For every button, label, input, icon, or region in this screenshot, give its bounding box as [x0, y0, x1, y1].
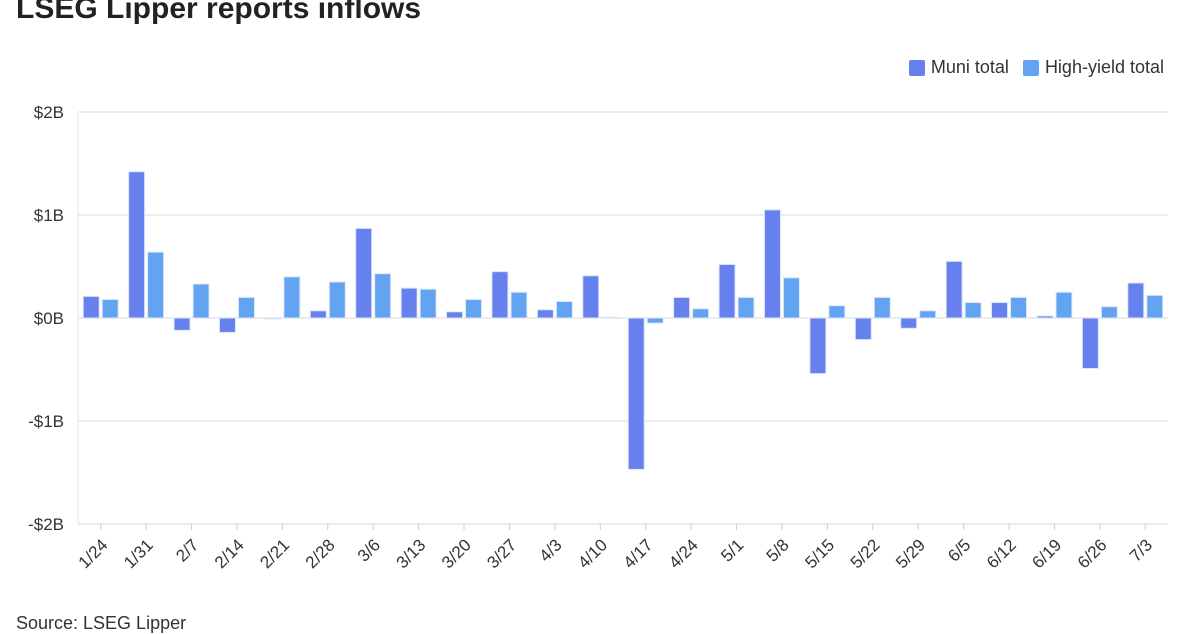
x-tick-label: 7/3 — [1126, 535, 1156, 565]
bar-high-yield — [465, 298, 483, 319]
y-tick-label: -$2B — [28, 515, 64, 534]
bar-high-yield — [283, 276, 301, 319]
bar-high-yield — [1100, 306, 1118, 319]
bar-muni — [536, 309, 554, 319]
bar-muni — [400, 287, 418, 319]
bar-muni — [673, 296, 691, 319]
bar-high-yield — [1055, 291, 1073, 319]
source-note: Source: LSEG Lipper — [16, 613, 187, 633]
bar-muni — [718, 263, 736, 319]
bar-muni — [82, 295, 100, 319]
x-tick-label: 3/13 — [393, 535, 430, 572]
bar-muni — [264, 317, 282, 320]
chart-title: LSEG Lipper reports inflows — [16, 0, 422, 25]
bar-high-yield — [828, 305, 846, 319]
y-tick-label: $2B — [34, 103, 64, 122]
bar-high-yield — [374, 273, 392, 319]
x-tick-label: 6/12 — [983, 535, 1020, 572]
x-tick-label: 4/3 — [536, 535, 566, 565]
bar-muni — [582, 275, 600, 319]
bar-high-yield — [737, 296, 755, 319]
x-tick-label: 4/17 — [620, 535, 657, 572]
x-tick-label: 5/15 — [801, 535, 838, 572]
x-tick-label: 5/1 — [717, 535, 747, 565]
bar-high-yield — [510, 291, 528, 319]
legend-swatch-high-yield — [1022, 59, 1039, 76]
bar-muni — [991, 302, 1009, 319]
bar-high-yield — [964, 302, 982, 319]
bar-high-yield — [919, 310, 937, 319]
bar-muni — [218, 317, 236, 333]
bar-high-yield — [419, 288, 437, 319]
legend-label-muni: Muni total — [930, 57, 1009, 77]
bar-high-yield — [1010, 296, 1028, 319]
legend-swatch-muni — [908, 59, 925, 76]
bar-muni — [173, 317, 191, 331]
bar-high-yield — [873, 296, 891, 319]
bar-muni — [854, 317, 872, 341]
x-tick-label: 6/5 — [944, 535, 974, 565]
x-tick-label: 5/29 — [892, 535, 929, 572]
x-tick-label: 3/20 — [438, 535, 475, 572]
legend-label-high-yield: High-yield total — [1044, 57, 1164, 77]
bar-muni — [627, 317, 645, 470]
x-tick-label: 5/8 — [763, 535, 793, 565]
bar-high-yield — [328, 281, 346, 319]
bar-high-yield — [237, 296, 255, 319]
x-tick-label: 2/7 — [172, 535, 202, 565]
bar-muni — [128, 171, 146, 319]
x-tick-label: 6/19 — [1028, 535, 1065, 572]
bar-high-yield — [646, 317, 664, 324]
bar-muni — [900, 317, 918, 329]
bar-muni — [491, 271, 509, 319]
x-tick-label: 3/6 — [354, 535, 384, 565]
bar-muni — [1036, 315, 1054, 319]
x-tick-label: 2/14 — [211, 535, 248, 572]
bar-high-yield — [692, 308, 710, 319]
bar-muni — [309, 310, 327, 319]
bar-high-yield — [555, 301, 573, 319]
bar-high-yield — [101, 298, 119, 319]
y-tick-label: $1B — [34, 206, 64, 225]
bar-high-yield — [147, 251, 165, 319]
x-tick-label: 5/22 — [847, 535, 884, 572]
legend-item-high-yield[interactable]: High-yield total — [1022, 57, 1164, 78]
bar-high-yield — [192, 283, 210, 319]
bar-high-yield — [1146, 294, 1164, 319]
bar-muni — [1127, 282, 1145, 319]
bar-muni — [809, 317, 827, 375]
y-tick-label: $0B — [34, 309, 64, 328]
x-tick-label: 4/24 — [665, 535, 702, 572]
bar-muni — [763, 209, 781, 319]
x-tick-label: 4/10 — [574, 535, 611, 572]
bar-high-yield — [601, 316, 619, 319]
x-tick-label: 1/24 — [75, 535, 112, 572]
bar-muni — [945, 260, 963, 319]
bar-muni — [446, 311, 464, 319]
x-tick-label: 6/26 — [1074, 535, 1111, 572]
legend: Muni total High-yield total — [908, 57, 1164, 78]
y-tick-label: -$1B — [28, 412, 64, 431]
bar-high-yield — [782, 277, 800, 319]
legend-item-muni[interactable]: Muni total — [908, 57, 1009, 78]
x-tick-label: 3/27 — [483, 535, 520, 572]
bar-muni — [355, 227, 373, 319]
bar-muni — [1081, 317, 1099, 369]
x-tick-label: 1/31 — [120, 535, 157, 572]
x-tick-label: 2/21 — [256, 535, 293, 572]
x-tick-label: 2/28 — [302, 535, 339, 572]
